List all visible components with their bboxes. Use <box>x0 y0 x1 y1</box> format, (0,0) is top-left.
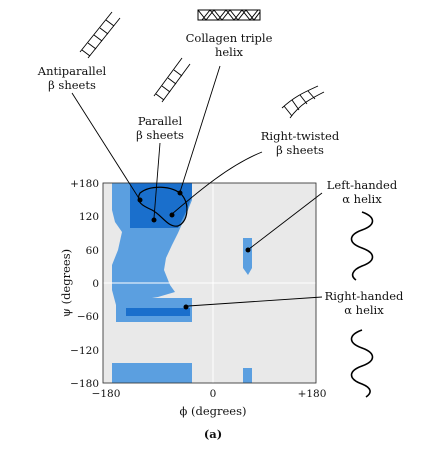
ytick-label: −180 <box>70 378 99 390</box>
bottom-right-strip <box>243 368 252 383</box>
leader-lines <box>71 65 323 307</box>
ladder-icon <box>79 11 121 59</box>
ytick-label: 0 <box>92 278 99 290</box>
label-antiparallel-2: β sheets <box>48 78 96 92</box>
x-axis-label: ϕ (degrees) <box>179 404 246 418</box>
label-parallel-2: β sheets <box>136 128 184 142</box>
label-right-handed-1: Right-handed <box>325 289 404 303</box>
xtick-label: +180 <box>298 388 327 400</box>
ytick-label: −120 <box>70 345 99 357</box>
beta-outline <box>137 186 188 227</box>
left-handed-region <box>243 238 252 275</box>
label-collagen-1: Collagen triple <box>186 31 273 45</box>
alpha-core <box>126 308 190 316</box>
alpha-helix-icon <box>350 211 374 281</box>
label-right-handed-2: α helix <box>344 303 384 317</box>
label-parallel-1: Parallel <box>138 114 183 128</box>
ytick-label: 120 <box>79 211 99 223</box>
point-right-handed <box>183 304 189 310</box>
core-regions <box>126 183 192 316</box>
twisted-ladder-icon <box>281 85 325 119</box>
ytick-label: 60 <box>86 245 99 257</box>
ladder-icon <box>153 57 191 103</box>
xtick-label: −180 <box>92 388 121 400</box>
figure-caption: (a) <box>204 427 222 441</box>
y-axis-label: ψ (degrees) <box>59 249 73 317</box>
xtick-label: 0 <box>210 388 217 400</box>
label-left-handed-1: Left-handed <box>327 178 398 192</box>
lower-strip <box>112 363 192 383</box>
ytick-label: +180 <box>70 178 99 190</box>
label-left-handed-2: α helix <box>342 192 382 206</box>
point-right-twisted <box>169 212 175 218</box>
label-collagen-2: helix <box>215 45 244 59</box>
label-antiparallel-1: Antiparallel <box>37 64 107 78</box>
triple-helix-icon <box>197 9 261 21</box>
alpha-helix-icon <box>350 329 374 398</box>
point-collagen <box>177 190 183 196</box>
point-parallel <box>151 217 157 223</box>
label-right-twisted-1: Right-twisted <box>261 129 340 143</box>
label-right-twisted-2: β sheets <box>276 143 324 157</box>
beta-core <box>130 183 192 228</box>
ytick-label: −60 <box>77 311 99 323</box>
